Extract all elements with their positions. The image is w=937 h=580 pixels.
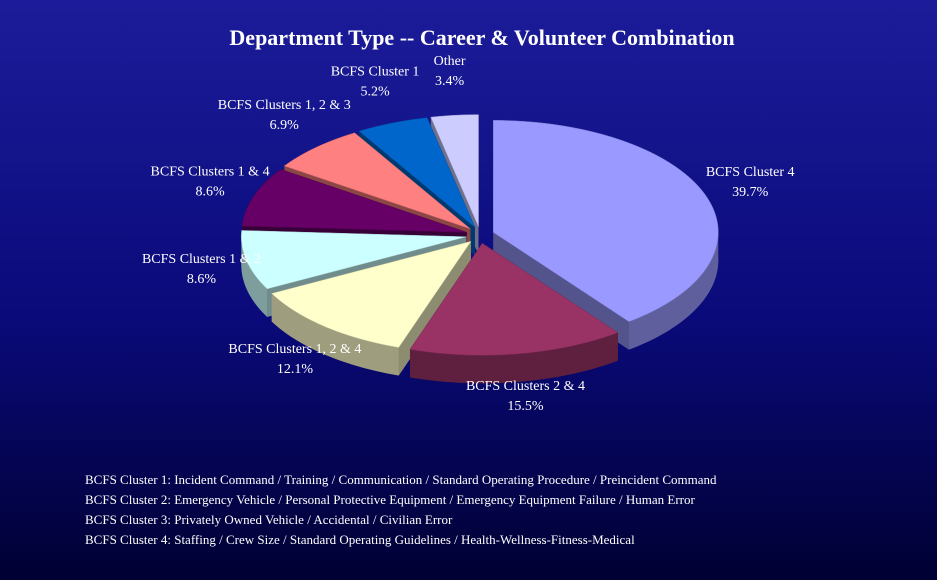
slice-wall [271, 293, 399, 376]
pie-slice [409, 242, 619, 356]
slice-label: BCFS Clusters 1 & 2 [142, 252, 261, 267]
slice-value-label: 6.9% [270, 118, 300, 133]
slice-value-label: 12.1% [277, 362, 314, 377]
slice-value-label: 8.6% [187, 272, 217, 287]
slice-label: BCFS Clusters 2 & 4 [466, 379, 585, 394]
slice-label: BCFS Clusters 1, 2 & 3 [218, 98, 351, 113]
pie-slice [271, 240, 472, 348]
slice-wall [241, 236, 268, 317]
slice-value-label: 5.2% [360, 85, 390, 100]
slice-wall [410, 332, 618, 384]
slice-value-label: 39.7% [732, 185, 769, 200]
chart-title: Department Type -- Career & Volunteer Co… [229, 25, 734, 50]
slice-value-label: 15.5% [507, 399, 544, 414]
slice-label: Other [434, 54, 466, 69]
footnote: BCFS Cluster 2: Emergency Vehicle / Pers… [85, 492, 695, 507]
footnote: BCFS Cluster 4: Staffing / Crew Size / S… [85, 532, 635, 547]
slice-label: BCFS Cluster 4 [706, 165, 795, 180]
slice-wall [628, 232, 719, 350]
slice-label: BCFS Clusters 1 & 4 [151, 165, 270, 180]
pie-slice [241, 169, 467, 233]
pie-slice [430, 114, 479, 227]
pie-slice [493, 120, 719, 322]
slice-label: BCFS Clusters 1, 2 & 4 [228, 342, 361, 357]
pie-slice [283, 132, 471, 230]
footnote: BCFS Cluster 3: Privately Owned Vehicle … [85, 512, 453, 527]
pie-slice [358, 117, 476, 228]
slice-value-label: 3.4% [435, 74, 465, 89]
pie-slice [241, 230, 467, 290]
slice-label: BCFS Cluster 1 [331, 65, 420, 80]
slice-value-label: 8.6% [195, 185, 225, 200]
footnote: BCFS Cluster 1: Incident Command / Train… [85, 472, 717, 487]
